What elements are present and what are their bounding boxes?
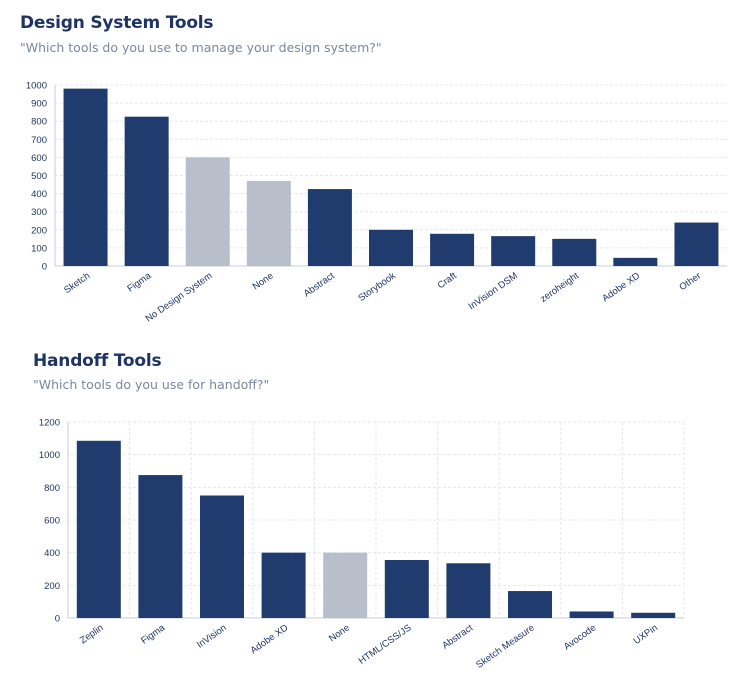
chart-2-title: Handoff Tools (33, 351, 162, 371)
c1-category-label: Other (677, 270, 703, 293)
c1-y-tick-label: 500 (31, 171, 47, 182)
handoff-tools-chart: 0 200 400 600 800 1000 1200 Zeplin Figma InVision… (39, 418, 685, 671)
c2-category-label: None (327, 622, 352, 644)
c2-y-tick-label: 600 (44, 516, 60, 527)
c2-bar-abstract (446, 563, 491, 618)
c2-bar-adobe-xd (261, 552, 306, 618)
chart-1-title: Design System Tools (20, 13, 214, 33)
c1-bar-none (246, 180, 291, 266)
c1-category-label: InVision DSM (467, 270, 520, 312)
c1-bar-craft (430, 233, 475, 266)
c1-category-label: zeroheight (538, 270, 581, 305)
c1-bar-sketch (63, 88, 108, 267)
c2-category-label: Abstract (440, 622, 475, 651)
c1-bar-abstract (307, 189, 352, 266)
c2-bar-zeplin (76, 440, 121, 618)
c2-y-tick-label: 1000 (39, 450, 60, 461)
c2-bar-invision (200, 495, 244, 618)
c2-category-label: Figma (139, 622, 168, 647)
c2-y-tick-label: 1200 (39, 418, 60, 429)
c2-category-label: Sketch Measure (474, 622, 537, 670)
c2-category-label: UXPin (632, 622, 660, 646)
c2-category-label: HTML/CSS/JS (357, 622, 414, 666)
c1-bar-invision-dsm (491, 236, 536, 266)
c1-y-tick-label: 800 (31, 117, 47, 128)
c2-bar-uxpin (631, 612, 676, 618)
c1-category-label: No Design System (144, 270, 215, 324)
c1-bar-figma (124, 116, 169, 266)
c2-bar-html-css-js (384, 560, 429, 618)
c2-category-label: Adobe XD (249, 622, 291, 656)
c2-category-label: Avocode (562, 622, 598, 652)
chart-1-subtitle: "Which tools do you use to manage your d… (20, 40, 382, 55)
c2-bar-avocode (569, 611, 614, 618)
c1-category-label: Sketch (62, 270, 92, 296)
c2-y-tick-label: 800 (44, 483, 60, 494)
c1-y-tick-label: 900 (31, 99, 47, 110)
c2-y-tick-label: 0 (55, 614, 60, 625)
c1-bar-storybook (369, 229, 413, 266)
c1-y-tick-label: 100 (31, 243, 47, 254)
c1-category-label: None (251, 270, 276, 292)
c1-y-tick-label: 400 (31, 189, 47, 200)
c1-y-tick-label: 0 (42, 262, 47, 273)
c1-y-tick-label: 600 (31, 153, 47, 164)
design-system-tools-chart: 0 100 200 300 400 500 600 700 800 900 1000 Sketch Fi… (26, 81, 727, 325)
c1-category-label: Figma (125, 270, 154, 295)
c1-y-tick-label: 300 (31, 207, 47, 218)
chart-2-subtitle: "Which tools do you use for handoff?" (33, 377, 270, 392)
c2-bar-none (323, 552, 368, 618)
c2-bar-figma (138, 475, 183, 618)
c2-category-label: Zeplin (78, 622, 106, 646)
c1-category-label: Adobe XD (600, 270, 642, 304)
c1-category-label: Storybook (356, 270, 398, 304)
c1-y-tick-label: 200 (31, 225, 47, 236)
c1-category-label: Craft (436, 270, 459, 291)
c1-bar-zeroheight (552, 238, 597, 266)
c1-y-tick-label: 700 (31, 135, 47, 146)
c2-category-label: InVision (195, 622, 229, 650)
c2-y-tick-label: 200 (44, 581, 60, 592)
c1-y-tick-label: 1000 (26, 81, 47, 92)
c1-bar-no-design-system (185, 157, 230, 266)
c1-bar-other (674, 222, 719, 266)
c1-bar-adobe-xd (613, 257, 658, 266)
c1-category-label: Abstract (302, 270, 337, 299)
c2-y-tick-label: 400 (44, 548, 60, 559)
c2-bar-sketch-measure (508, 591, 552, 618)
